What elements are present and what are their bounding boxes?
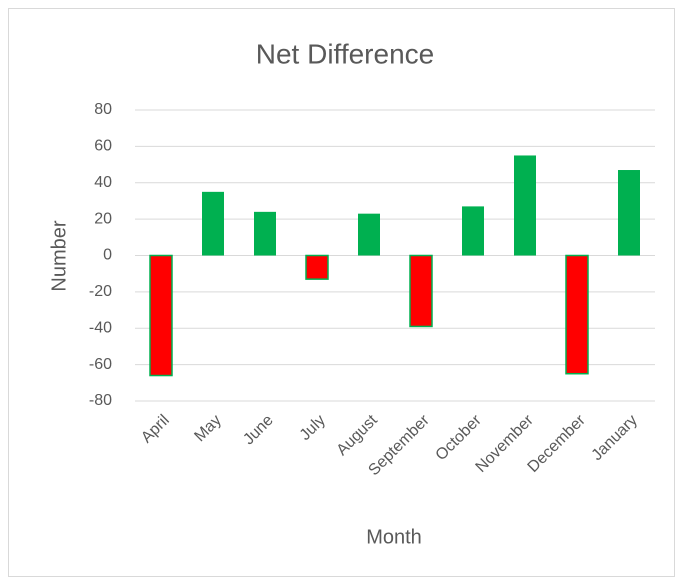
y-tick-label: 80: [94, 101, 112, 118]
y-tick-label: 60: [94, 138, 112, 155]
bar: [358, 213, 380, 256]
chart-title: Net Difference: [256, 38, 434, 69]
y-tick-label: 20: [94, 210, 112, 227]
bar: [618, 170, 640, 256]
x-axis-label: Month: [366, 526, 422, 548]
bar: [149, 254, 173, 377]
bar: [462, 206, 484, 256]
y-axis-label: Number: [48, 220, 70, 291]
y-tick-label: -60: [89, 356, 112, 373]
chart-frame: [8, 8, 675, 577]
y-tick-label: -20: [89, 283, 112, 300]
bar: [305, 254, 329, 280]
bar: [565, 254, 589, 375]
y-tick-label: 40: [94, 174, 112, 191]
y-tick-label: -80: [89, 392, 112, 409]
y-tick-label: -40: [89, 319, 112, 336]
y-tick-label: 0: [103, 247, 112, 264]
bar: [254, 211, 276, 256]
bar: [409, 254, 433, 328]
bar: [514, 155, 536, 256]
bar: [202, 191, 224, 256]
